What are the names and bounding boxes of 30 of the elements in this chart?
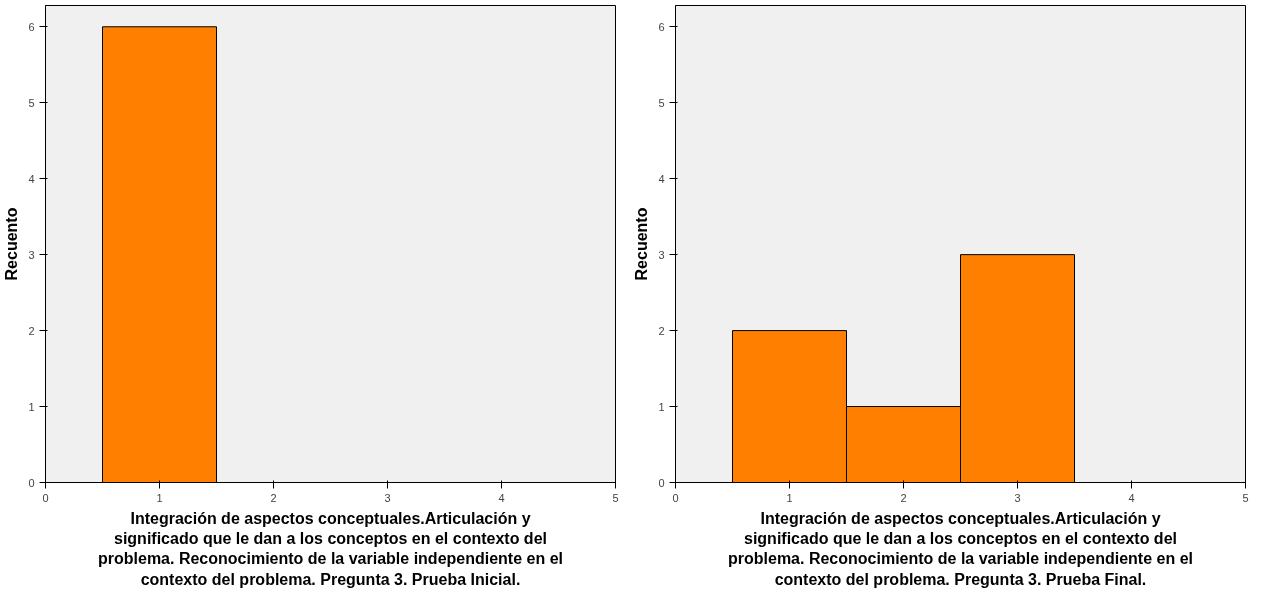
y-tick-label: 6: [28, 20, 35, 33]
x-tick-label: 0: [42, 491, 49, 504]
x-tick-label: 5: [1242, 491, 1249, 504]
y-tick-label: 1: [28, 400, 35, 413]
x-tick-label: 3: [1014, 491, 1021, 504]
y-axis-title: Recuento: [3, 207, 21, 281]
x-tick-label: 4: [498, 491, 505, 504]
y-tick-label: 0: [28, 476, 35, 489]
y-tick-label: 0: [658, 476, 665, 489]
x-tick-label: 3: [384, 491, 391, 504]
y-tick-label: 4: [28, 172, 35, 185]
y-axis-title: Recuento: [633, 207, 651, 281]
x-tick-label: 1: [786, 491, 793, 504]
x-tick-label: 4: [1128, 491, 1135, 504]
y-tick-label: 3: [28, 248, 35, 261]
x-tick-label: 2: [270, 491, 277, 504]
x-tick-label: 1: [156, 491, 163, 504]
x-axis-title: Integración de aspectos conceptuales.Articulación y significado que le dan a los conceptos en el contexto del problema. Reconocimiento de la variable independiente en el contexto del problema. Pregunta 3. Prueba Final.: [728, 509, 1194, 588]
x-tick-label: 2: [900, 491, 907, 504]
x-tick-label: 0: [672, 491, 679, 504]
y-tick-label: 1: [658, 400, 665, 413]
y-tick-label: 4: [658, 172, 665, 185]
y-tick-label: 2: [658, 324, 665, 337]
y-tick-label: 5: [28, 96, 35, 109]
y-tick-label: 5: [658, 96, 665, 109]
y-tick-label: 2: [28, 324, 35, 337]
x-tick-label: 5: [612, 491, 619, 504]
y-tick-label: 3: [658, 248, 665, 261]
x-axis-title: Integración de aspectos conceptuales.Articulación y significado que le dan a los conceptos en el contexto del problema. Reconocimiento de la variable independiente en el contexto del problema. Pregunta 3. Prueba Inicial.: [98, 509, 564, 588]
y-tick-label: 6: [658, 20, 665, 33]
